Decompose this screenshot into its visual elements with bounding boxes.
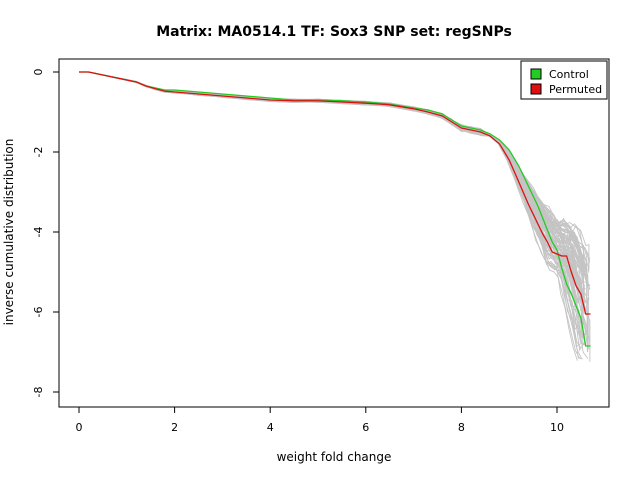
permutation-curve	[79, 71, 584, 321]
permutation-curve	[79, 71, 583, 285]
permutation-curve	[79, 71, 591, 341]
x-tick-label: 8	[458, 421, 465, 434]
permutation-curve	[79, 71, 586, 279]
permutation-curve	[79, 71, 584, 295]
permutation-curve	[79, 71, 589, 359]
plot-frame	[58, 58, 610, 408]
permutation-curve	[79, 71, 590, 304]
permutation-curve	[79, 71, 589, 317]
permutation-curve	[79, 71, 581, 348]
permutation-curve	[79, 71, 583, 294]
background-series-layer	[79, 71, 591, 362]
permutation-curve	[79, 71, 583, 316]
permutation-curve	[79, 71, 587, 304]
permutation-curve	[79, 71, 581, 306]
permutation-curve	[79, 71, 588, 352]
permutation-curve	[79, 71, 585, 352]
chart-title: Matrix: MA0514.1 TF: Sox3 SNP set: regSN…	[156, 24, 512, 40]
legend-label-control: Control	[549, 68, 589, 81]
permutation-curve	[79, 71, 582, 359]
permutation-curve	[79, 71, 590, 350]
permutation-curve	[79, 71, 584, 298]
permutation-curve	[79, 71, 584, 340]
legend-swatch-control	[530, 68, 542, 80]
permutation-curve	[79, 71, 582, 325]
y-tick-label: -8	[32, 387, 45, 398]
x-axis: 0 2 4 6 8 10	[76, 406, 564, 434]
x-tick-label: 10	[550, 421, 564, 434]
permutation-curve	[79, 71, 589, 304]
permutation-curve	[79, 71, 585, 311]
permutation-curve	[79, 71, 580, 331]
permutation-curve	[79, 71, 589, 352]
legend-label-permuted: Permuted	[549, 83, 602, 96]
x-axis-label: weight fold change	[277, 450, 392, 464]
x-tick-label: 6	[362, 421, 369, 434]
permutation-curve	[79, 71, 584, 313]
permutation-curve	[79, 71, 581, 300]
permutation-curve	[79, 71, 591, 290]
permutation-curve	[79, 71, 583, 343]
y-tick-label: -4	[32, 227, 45, 238]
permutation-curve	[79, 71, 581, 336]
permutation-curve	[79, 71, 578, 361]
permutation-curve	[79, 71, 581, 359]
permutation-curve	[79, 71, 589, 327]
series-line-control	[79, 71, 591, 347]
permutation-curve	[79, 71, 587, 336]
permutation-curve	[79, 71, 591, 287]
y-tick-label: 0	[32, 69, 45, 76]
permutation-curve	[79, 71, 585, 345]
permutation-curve	[79, 71, 589, 289]
permutation-curve	[79, 71, 583, 292]
permutation-curve	[79, 71, 586, 346]
permutation-curve	[79, 71, 589, 297]
permutation-curve	[79, 71, 591, 362]
permutation-curve	[79, 71, 584, 330]
permutation-curve	[79, 71, 589, 286]
permutation-curve	[79, 71, 584, 346]
x-tick-label: 2	[171, 421, 178, 434]
legend-swatch-permuted	[530, 83, 542, 95]
legend: Control Permuted	[520, 60, 608, 100]
permutation-curve	[79, 71, 588, 343]
permutation-curve	[79, 71, 582, 304]
permutation-curve	[79, 71, 586, 294]
x-tick-label: 0	[76, 421, 83, 434]
y-axis: 0 -2 -4 -6 -8	[32, 69, 60, 398]
series-line-permuted	[79, 71, 591, 315]
permutation-curve	[79, 71, 584, 319]
x-tick-label: 4	[267, 421, 274, 434]
permutation-curve	[79, 71, 582, 320]
permutation-curve	[79, 71, 583, 328]
permutation-curve	[79, 71, 586, 335]
permutation-curve	[79, 71, 584, 329]
permutation-curve	[79, 71, 582, 333]
permutation-curve	[79, 71, 588, 335]
y-tick-label: -2	[32, 147, 45, 158]
y-axis-label: inverse cumulative distribution	[2, 139, 16, 326]
y-tick-label: -6	[32, 307, 45, 318]
permutation-curve	[79, 71, 582, 349]
permutation-curve	[79, 71, 583, 360]
series-layer	[79, 71, 591, 347]
permutation-curve	[79, 71, 584, 312]
permutation-curve	[79, 71, 583, 338]
